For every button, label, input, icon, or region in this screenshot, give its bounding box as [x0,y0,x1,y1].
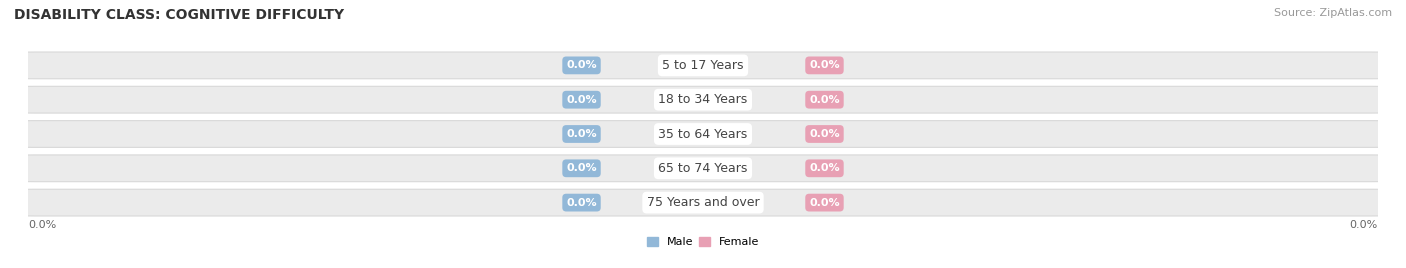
Text: 0.0%: 0.0% [28,220,56,230]
Text: 18 to 34 Years: 18 to 34 Years [658,93,748,106]
Text: 0.0%: 0.0% [567,198,596,208]
Text: 0.0%: 0.0% [810,163,839,173]
Text: 0.0%: 0.0% [567,95,596,105]
FancyBboxPatch shape [14,52,1392,79]
Text: 0.0%: 0.0% [810,60,839,70]
Text: DISABILITY CLASS: COGNITIVE DIFFICULTY: DISABILITY CLASS: COGNITIVE DIFFICULTY [14,8,344,22]
Text: 75 Years and over: 75 Years and over [647,196,759,209]
Legend: Male, Female: Male, Female [643,233,763,252]
Text: 0.0%: 0.0% [1350,220,1378,230]
Text: 0.0%: 0.0% [810,198,839,208]
Text: 0.0%: 0.0% [567,60,596,70]
Text: 0.0%: 0.0% [810,129,839,139]
Text: 0.0%: 0.0% [810,95,839,105]
Text: 35 to 64 Years: 35 to 64 Years [658,128,748,140]
Text: Source: ZipAtlas.com: Source: ZipAtlas.com [1274,8,1392,18]
Text: 0.0%: 0.0% [567,163,596,173]
Text: 0.0%: 0.0% [567,129,596,139]
Text: 5 to 17 Years: 5 to 17 Years [662,59,744,72]
FancyBboxPatch shape [14,189,1392,216]
FancyBboxPatch shape [14,121,1392,147]
FancyBboxPatch shape [14,155,1392,182]
FancyBboxPatch shape [14,86,1392,113]
Text: 65 to 74 Years: 65 to 74 Years [658,162,748,175]
